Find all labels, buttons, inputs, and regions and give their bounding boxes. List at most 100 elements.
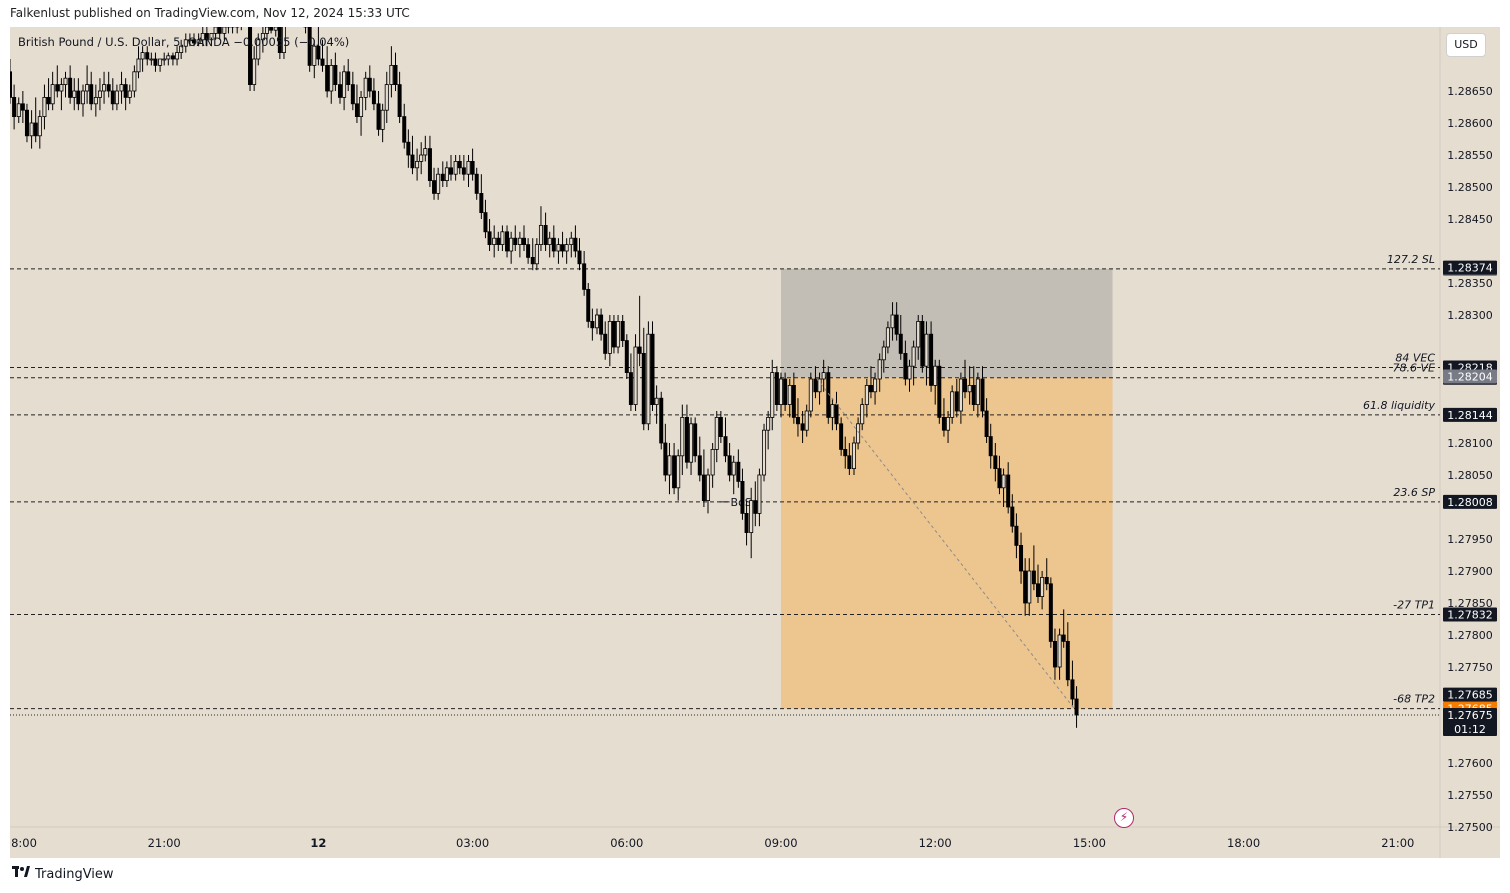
candle-body-37 (166, 55, 171, 60)
currency-button[interactable]: USD (1446, 33, 1486, 57)
candle-body-216 (933, 365, 938, 386)
candle-body-241 (1040, 577, 1045, 598)
candle-body-57 (252, 58, 257, 86)
candle-body-224 (967, 384, 972, 393)
y-tick-1: 1.28600 (1447, 117, 1493, 130)
candle-body-235 (1014, 525, 1019, 546)
candle-body-134 (582, 263, 587, 290)
candle-countdown: 01:12 (1454, 723, 1486, 736)
candle-body-204 (881, 346, 886, 361)
candle-body-36 (162, 58, 167, 61)
candle-body-231 (997, 468, 1002, 489)
extra-tag-0-bg (1443, 260, 1497, 275)
candle-body-38 (170, 55, 175, 60)
candle-body-147 (637, 346, 642, 354)
candle-body-154 (667, 455, 672, 476)
candle-body-64 (281, 27, 286, 53)
candle-body-18 (85, 84, 90, 92)
x-tick-7: 15:00 (1073, 836, 1106, 850)
candle-body-218 (941, 416, 946, 431)
position-diagonal (816, 378, 1075, 710)
candle-body-81 (354, 103, 359, 118)
candle-body-44 (196, 39, 201, 44)
candle-body-27 (123, 84, 128, 98)
candle-body-117 (509, 237, 514, 252)
candle-body-4 (24, 109, 29, 137)
candle-body-24 (110, 90, 115, 105)
candle-body-31 (140, 52, 145, 60)
candle-body-125 (543, 224, 548, 245)
candle-body-245 (1057, 634, 1062, 668)
candle-body-124 (538, 224, 543, 245)
candle-body-169 (731, 461, 736, 476)
candle-body-173 (749, 500, 754, 534)
candle-body-133 (577, 250, 582, 265)
candle-body-88 (384, 84, 389, 111)
candle-body-243 (1048, 583, 1053, 642)
level-label-4: 23.6 SP (1393, 486, 1435, 499)
candle-body-184 (795, 416, 800, 425)
candle-body-80 (350, 84, 355, 105)
candle-body-43 (192, 39, 197, 44)
candle-body-141 (611, 320, 616, 348)
candle-body-116 (505, 231, 510, 252)
candle-body-215 (929, 333, 934, 386)
candle-body-203 (877, 359, 882, 380)
candle-body-181 (783, 378, 788, 406)
candle-body-175 (757, 474, 762, 514)
candle-body-16 (76, 90, 81, 105)
candle-body-174 (753, 500, 758, 514)
level-label-1: 84 VEC (1395, 351, 1435, 364)
candle-body-106 (461, 167, 466, 175)
level-label-2: 78.6 VE (1393, 362, 1436, 375)
candle-body-167 (723, 436, 728, 457)
candle-body-107 (466, 160, 471, 175)
candle-body-186 (804, 410, 809, 431)
candle-body-122 (530, 256, 535, 265)
candle-body-185 (800, 423, 805, 431)
candle-body-73 (320, 58, 325, 66)
candle-body-194 (839, 423, 844, 450)
candle-body-28 (127, 90, 132, 98)
candle-body-240 (1036, 583, 1041, 597)
candle-body-12 (59, 84, 64, 92)
candle-body-213 (920, 320, 925, 367)
x-tick-8: 18:00 (1227, 836, 1260, 850)
candle-body-103 (449, 167, 454, 175)
candle-body-208 (898, 333, 903, 354)
candle-body-114 (496, 237, 501, 245)
level-tag-4: 1.28008 (1447, 496, 1493, 509)
y-tick-10: 1.27900 (1447, 565, 1493, 578)
candle-body-23 (106, 84, 111, 92)
candle-body-59 (260, 33, 265, 41)
candle-body-2 (16, 103, 21, 118)
flash-icon[interactable]: ⚡ (1114, 808, 1134, 828)
candle-body-8 (42, 97, 47, 118)
candle-body-202 (873, 378, 878, 393)
candle-body-148 (641, 352, 646, 425)
candle-body-49 (217, 27, 222, 34)
candle-body-79 (346, 71, 351, 85)
candle-body-244 (1052, 641, 1057, 668)
candle-body-160 (693, 423, 698, 457)
footer: TradingView (12, 866, 114, 882)
publish-header: Falkenlust published on TradingView.com,… (10, 6, 410, 20)
level-label-6: -68 TP2 (1393, 693, 1435, 706)
candle-body-228 (984, 410, 989, 438)
candle-body-29 (132, 71, 137, 92)
candle-body-247 (1065, 641, 1070, 681)
level-label-0: 127.2 SL (1387, 253, 1435, 266)
candle-body-21 (97, 90, 102, 98)
candle-body-163 (706, 474, 711, 502)
candle-body-42 (187, 39, 192, 42)
candle-body-135 (586, 288, 591, 322)
candle-body-100 (436, 173, 441, 194)
candle-body-76 (333, 65, 338, 86)
candle-body-70 (307, 27, 312, 66)
candle-body-90 (393, 65, 398, 86)
stop-loss-zone (781, 268, 1113, 378)
candle-body-177 (766, 416, 771, 431)
chart-area[interactable]: 127.2 SL 84 VEC 78.6 VE 61.8 liquidity 23.6 … (10, 27, 1500, 858)
candle-body-119 (517, 237, 522, 245)
